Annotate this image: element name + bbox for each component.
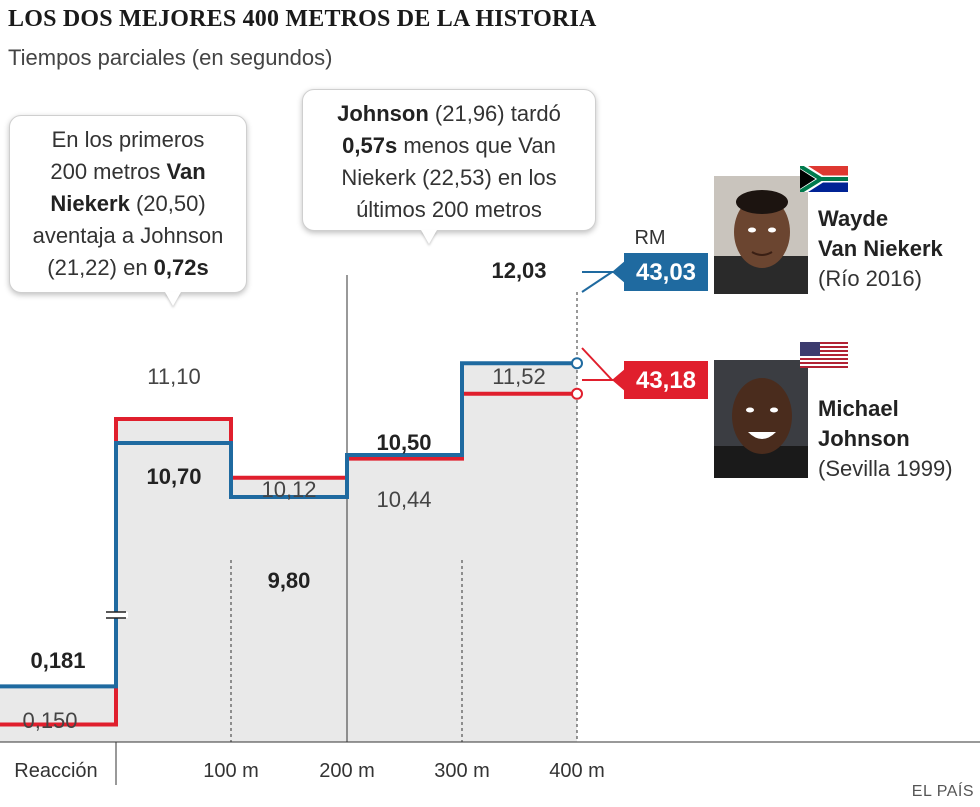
data-label-johnson: 11,10 — [147, 364, 200, 389]
callout-line: Johnson (21,96) tardó — [337, 101, 561, 126]
south-africa-flag-icon — [798, 162, 848, 196]
source-credit: EL PAÍS — [911, 783, 974, 800]
athlete-name: Johnson — [818, 426, 910, 451]
athlete-name: Michael — [818, 396, 899, 421]
data-label-johnson: 10,12 — [261, 477, 316, 502]
total-johnson-value: 43,18 — [636, 367, 696, 394]
total-van-niekerk-pointer — [612, 260, 626, 284]
athlete-name: Van Niekerk — [818, 236, 943, 261]
total-johnson-diagonal — [581, 347, 613, 381]
total-johnson-box — [624, 361, 708, 399]
athlete-event: (Río 2016) — [818, 266, 922, 291]
data-label-van-niekerk: 12,03 — [491, 258, 546, 283]
x-tick-label: 400 m — [549, 760, 605, 782]
callout-line: 0,57s menos que Van — [342, 133, 556, 158]
x-tick-label: Reacción — [14, 760, 97, 782]
callout-line: Niekerk (20,50) — [50, 191, 206, 216]
endpoint-van-niekerk — [571, 357, 583, 370]
data-label-van-niekerk: 0,181 — [30, 648, 85, 673]
callout-line: (21,22) en 0,72s — [47, 255, 209, 280]
johnson-photo — [714, 360, 808, 478]
data-label-johnson: 0,150 — [22, 708, 77, 733]
x-tick-label: 200 m — [319, 760, 375, 782]
callout-last-200m: Johnson (21,96) tardó 0,57s menos que Va… — [302, 89, 596, 231]
callout-line: aventaja a Johnson — [32, 223, 224, 248]
x-tick-label: 300 m — [434, 760, 490, 782]
callout-first-200m: En los primeros 200 metros Van Niekerk (… — [9, 115, 247, 293]
athlete-johnson: Michael Johnson (Sevilla 1999) — [818, 394, 953, 484]
data-label-van-niekerk: 10,70 — [146, 464, 201, 489]
total-van-niekerk-box — [624, 253, 708, 291]
endpoint-johnson — [571, 387, 583, 400]
callout-line: Niekerk (22,53) en los — [341, 165, 557, 190]
total-van-niekerk-diagonal — [581, 271, 613, 293]
chart-title: LOS DOS MEJORES 400 METROS DE LA HISTORI… — [8, 6, 597, 32]
callout-line: En los primeros — [51, 127, 205, 152]
chart-subtitle: Tiempos parciales (en segundos) — [8, 45, 333, 70]
total-van-niekerk-value: 43,03 — [636, 259, 696, 286]
series-line-van-niekerk — [0, 361, 577, 689]
record-tag: RM — [634, 227, 665, 249]
callout-line: últimos 200 metros — [356, 197, 542, 222]
data-label-van-niekerk: 9,80 — [268, 568, 311, 593]
usa-flag-icon — [800, 342, 848, 368]
data-label-johnson: 11,52 — [492, 364, 545, 389]
callout-line: 200 metros Van — [50, 159, 206, 184]
total-johnson-pointer — [612, 368, 626, 392]
athlete-name: Wayde — [818, 206, 889, 231]
data-label-van-niekerk: 10,50 — [376, 430, 431, 455]
van-niekerk-photo — [714, 176, 808, 294]
athlete-van-niekerk: Wayde Van Niekerk (Río 2016) — [818, 204, 943, 294]
athlete-event: (Sevilla 1999) — [818, 456, 953, 481]
data-label-johnson: 10,44 — [376, 487, 431, 512]
x-tick-label: 100 m — [203, 760, 259, 782]
axis-break-gap — [104, 612, 128, 618]
